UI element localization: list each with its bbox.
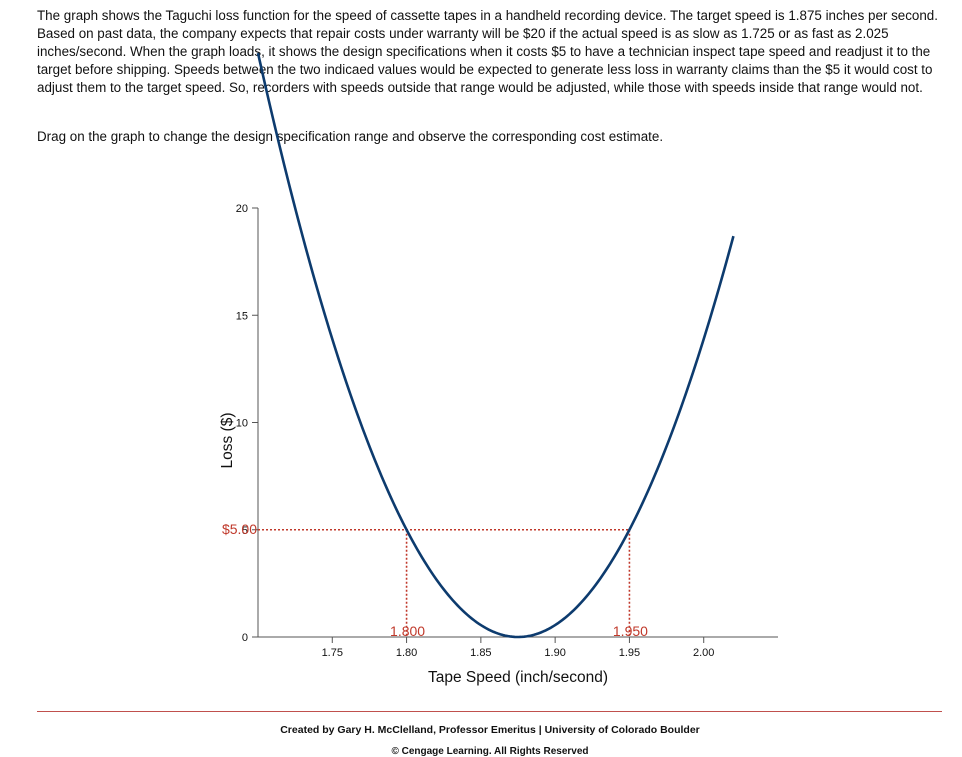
loss-curve [256,52,735,639]
y-tick-label: 0 [242,632,248,644]
x-axis-title: Tape Speed (inch/second) [428,669,608,686]
y-tick-label: 15 [236,310,248,322]
spec-limit-label: 1.950 [613,623,648,639]
credit-line: Created by Gary H. McClelland, Professor… [280,724,700,736]
copyright-line: © Cengage Learning. All Rights Reserved [391,746,589,757]
spec-lines [258,528,631,637]
loss-curve-layer [256,52,735,639]
footer-divider [37,711,942,712]
x-tick-label: 1.75 [322,647,343,659]
x-tick-label: 1.85 [470,647,491,659]
x-tick-label: 1.90 [544,647,565,659]
x-tick-label: 1.95 [619,647,640,659]
y-tick-label: 10 [236,418,248,430]
y-tick-label: 5 [242,525,248,537]
taguchi-loss-chart[interactable]: 0 5 10 15 20 1.75 1.80 1.85 1.90 1.95 2.00 Tape Sp… [0,0,962,700]
cost-threshold-label: $5.00 [222,521,257,537]
y-axis-title: Loss ($) [219,413,236,469]
instruction-text: Drag on the graph to change the design s… [37,129,664,144]
axes: 0 5 10 15 20 1.75 1.80 1.85 1.90 1.95 2.00 [236,203,778,659]
chart-labels: Tape Speed (inch/second)Loss ($)1.800 1.9… [219,413,648,687]
x-tick-label: 2.00 [693,647,714,659]
y-tick-label: 20 [236,203,248,215]
x-tick-label: 1.80 [396,647,417,659]
spec-limit-label: 1.800 [390,623,425,639]
